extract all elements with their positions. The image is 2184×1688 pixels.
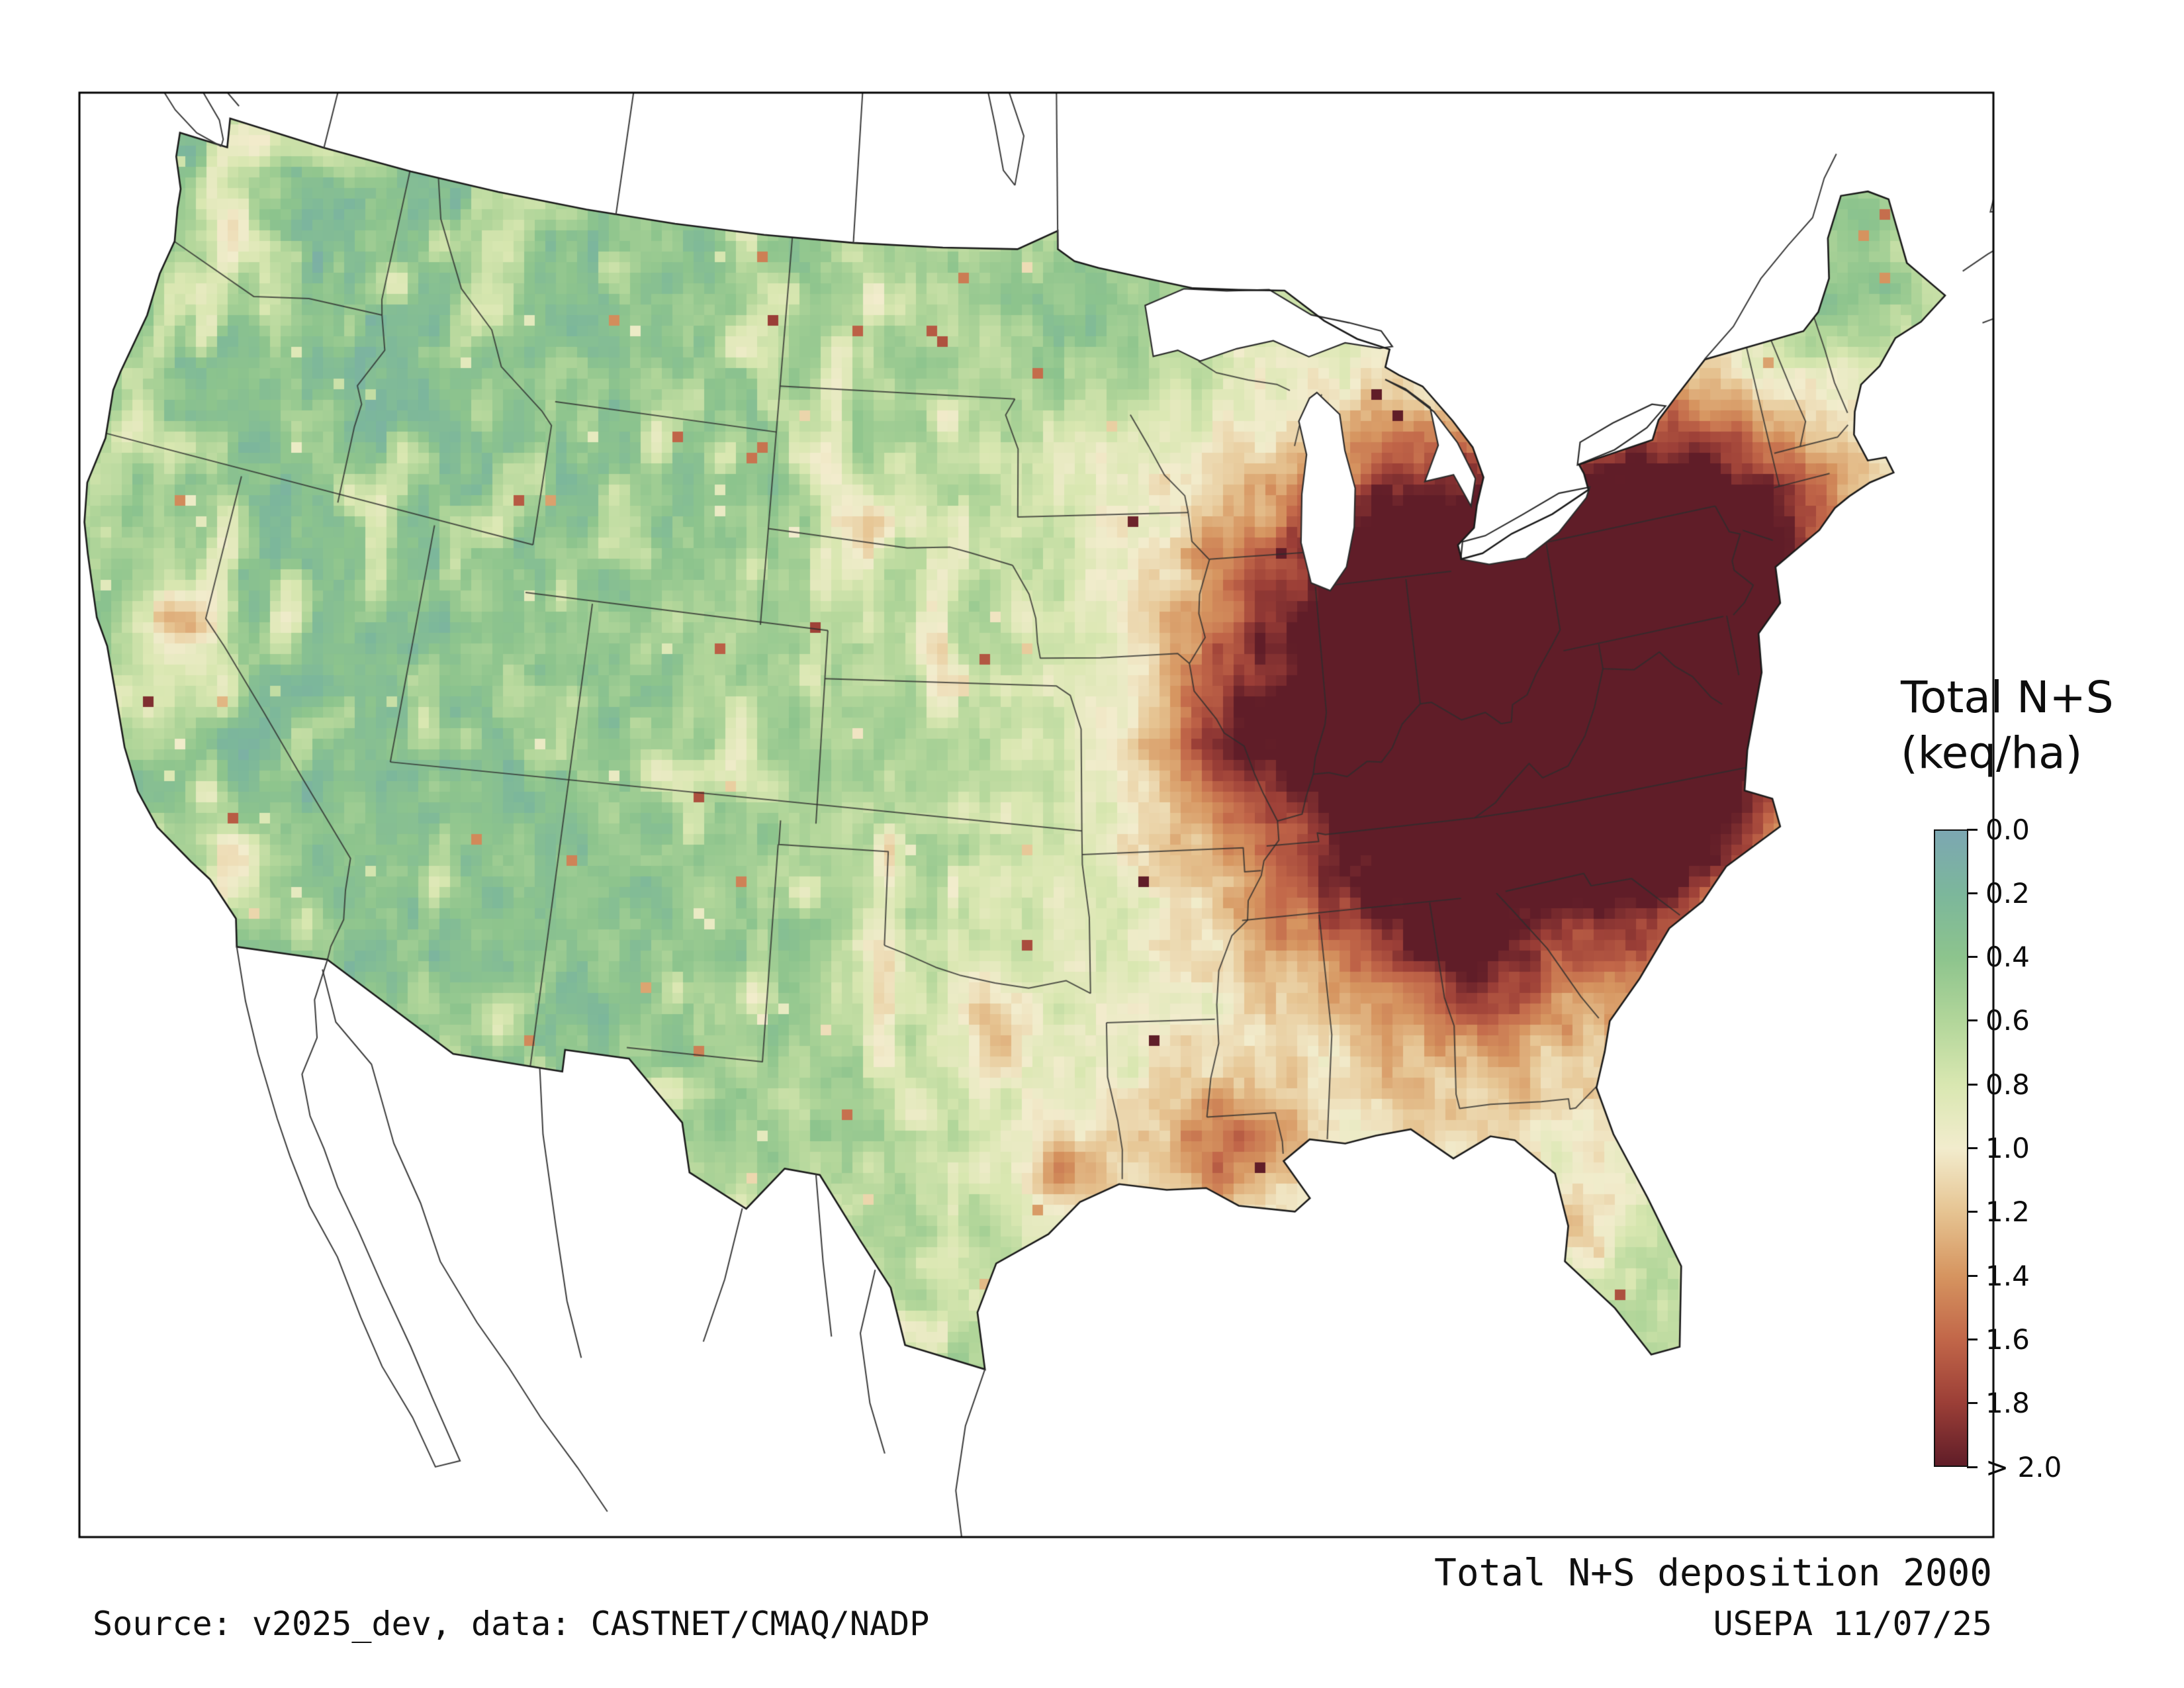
tick-mark xyxy=(1967,1402,1978,1405)
tick-label: 0.0 xyxy=(1985,813,2030,846)
tick-mark xyxy=(1967,1083,1978,1086)
tick-label: 1.0 xyxy=(1985,1132,2030,1164)
colorbar-tick: 1.0 xyxy=(1967,1132,2030,1164)
tick-mark xyxy=(1967,1147,1978,1149)
legend-title-line1: Total N+S xyxy=(1901,672,2114,723)
tick-label: 0.6 xyxy=(1985,1004,2030,1037)
tick-label: > 2.0 xyxy=(1985,1450,2062,1483)
legend-title-line2: (keq/ha) xyxy=(1901,727,2083,779)
colorbar-tick: 0.4 xyxy=(1967,941,2030,974)
tick-mark xyxy=(1967,956,1978,959)
colorbar xyxy=(1934,829,1968,1467)
legend-title: Total N+S (keq/ha) xyxy=(1901,670,2114,782)
tick-mark xyxy=(1967,1338,1978,1340)
tick-label: 1.2 xyxy=(1985,1196,2030,1229)
agency-date: USEPA 11/07/25 xyxy=(1713,1605,1992,1643)
tick-mark xyxy=(1967,1274,1978,1277)
map-caption: Total N+S deposition 2000 xyxy=(1434,1552,1992,1595)
tick-label: 0.4 xyxy=(1985,941,2030,974)
colorbar-tick: 0.2 xyxy=(1967,876,2030,910)
colorbar-tick: 1.2 xyxy=(1967,1196,2030,1229)
colorbar-tick: 0.8 xyxy=(1967,1068,2030,1101)
tick-label: 1.6 xyxy=(1985,1323,2030,1356)
colorbar-tick: 1.4 xyxy=(1967,1259,2030,1292)
colorbar-tick: 1.6 xyxy=(1967,1323,2030,1356)
tick-mark xyxy=(1967,892,1978,894)
source-note: Source: v2025_dev, data: CASTNET/CMAQ/NA… xyxy=(93,1605,930,1643)
colorbar-tick: 0.6 xyxy=(1967,1004,2030,1037)
colorbar-tick: > 2.0 xyxy=(1967,1450,2062,1483)
tick-mark xyxy=(1967,1211,1978,1213)
tick-label: 0.8 xyxy=(1985,1068,2030,1101)
colorbar-tick: 1.8 xyxy=(1967,1387,2030,1420)
tick-label: 0.2 xyxy=(1985,876,2030,910)
tick-label: 1.4 xyxy=(1985,1259,2030,1292)
tick-label: 1.8 xyxy=(1985,1387,2030,1420)
tick-mark xyxy=(1967,1466,1978,1468)
colorbar-tick: 0.0 xyxy=(1967,813,2030,846)
tick-mark xyxy=(1967,828,1978,831)
tick-mark xyxy=(1967,1019,1978,1022)
